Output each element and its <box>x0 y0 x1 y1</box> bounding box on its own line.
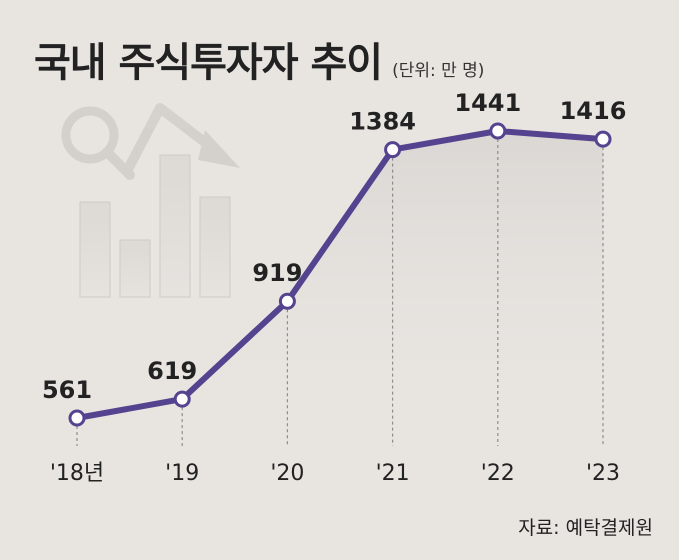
value-label: 561 <box>42 376 92 404</box>
guide-lines <box>76 139 604 446</box>
unit-label: (단위: 만 명) <box>392 61 485 81</box>
value-label: 1384 <box>349 108 416 136</box>
data-point-marker <box>594 130 612 148</box>
source-note: 자료: 예탁결제원 <box>518 517 653 539</box>
x-tick-label: '23 <box>586 461 620 486</box>
chart-title: 국내 주식투자자 추이 <box>34 40 383 86</box>
title-block: 국내 주식투자자 추이 (단위: 만 명) <box>34 30 484 88</box>
x-tick-label: '20 <box>270 461 304 486</box>
magnifier-bar-chart-icon <box>61 103 240 298</box>
value-labels: 561 619 919 1384 1441 1416 <box>42 89 626 404</box>
value-label: 919 <box>252 259 302 287</box>
value-label: 1441 <box>454 89 521 117</box>
series-line <box>74 128 606 421</box>
data-point-marker <box>489 122 507 140</box>
data-markers <box>68 122 612 427</box>
data-point-marker <box>173 390 191 408</box>
x-axis-labels: '18년 '19 '20 '21 '22 '23 <box>50 461 620 486</box>
data-point-marker <box>278 292 296 310</box>
x-tick-label: '18년 <box>50 461 104 486</box>
data-point-marker <box>68 409 86 427</box>
x-tick-label: '19 <box>165 461 199 486</box>
x-tick-label: '21 <box>376 461 410 486</box>
data-point-marker <box>384 141 402 159</box>
value-label: 1416 <box>560 97 627 125</box>
x-tick-label: '22 <box>481 461 515 486</box>
value-label: 619 <box>147 357 197 385</box>
area-fill <box>77 131 603 432</box>
